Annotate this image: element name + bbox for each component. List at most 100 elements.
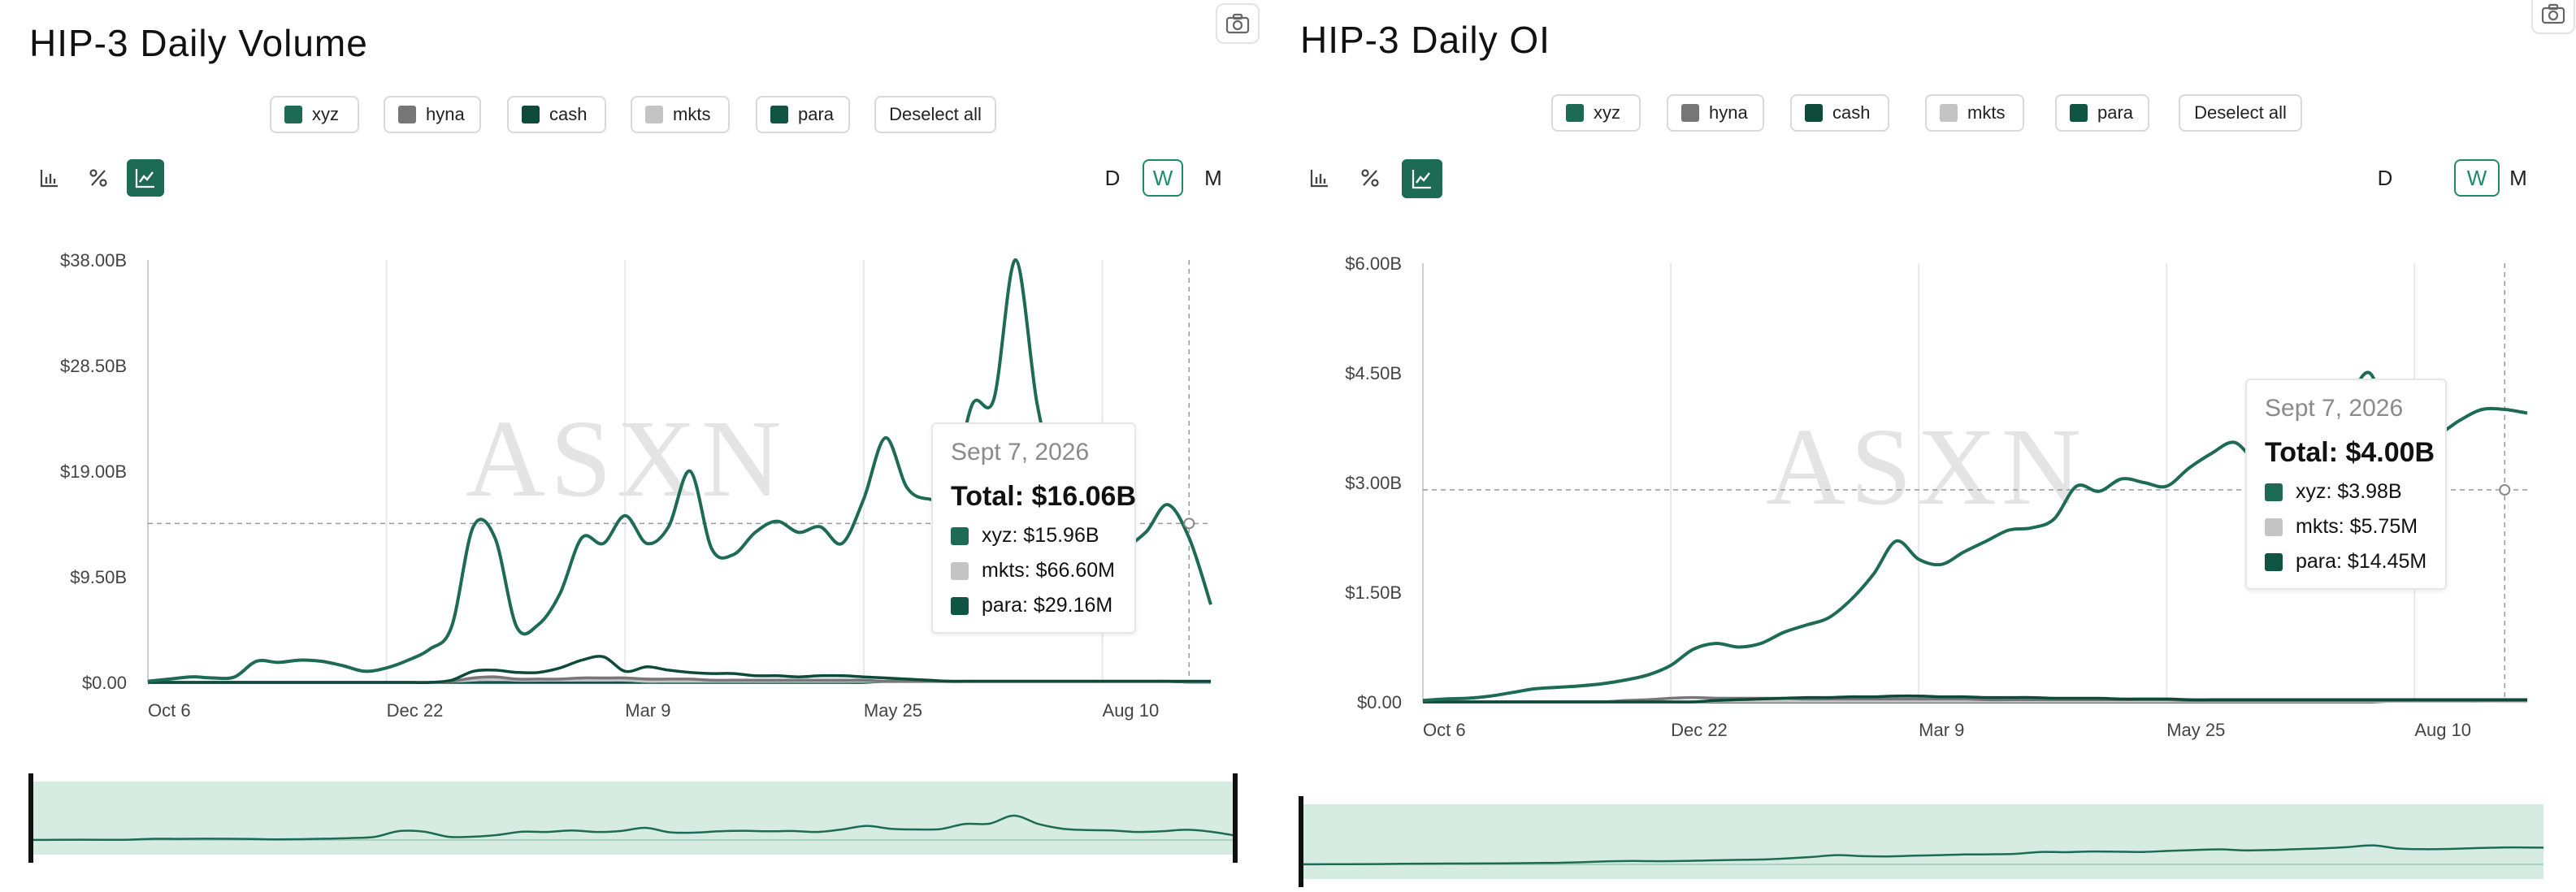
line-chart-button[interactable]	[127, 159, 164, 197]
x-tick-label: Mar 9	[1919, 720, 1964, 740]
tooltip-row-mkts: mkts: $5.75M	[2265, 515, 2427, 539]
legend-item-hyna[interactable]: hyna	[1667, 94, 1764, 132]
tooltip-date: Sept 7, 2026	[2265, 395, 2404, 422]
series-line-cash	[147, 655, 1211, 684]
tooltip-row-label: mkts: $5.75M	[2296, 515, 2418, 538]
tooltip-date: Sept 7, 2026	[951, 439, 1090, 465]
navigator-series-line	[30, 814, 1236, 842]
y-tick-label: $6.00B	[1345, 253, 1402, 274]
legend-item-cash[interactable]: cash	[507, 96, 606, 133]
x-tick-label: Oct 6	[148, 700, 191, 721]
legend-item-xyz[interactable]: xyz	[1551, 94, 1641, 132]
y-tick-label: $28.50B	[60, 356, 127, 376]
tooltip-row-label: xyz: $3.98B	[2296, 480, 2402, 503]
x-tick-label: May 25	[2166, 720, 2225, 740]
navigator-window	[31, 782, 1235, 855]
x-tick-label: Mar 9	[625, 700, 670, 721]
legend-label: mkts	[1967, 102, 2006, 123]
legend-item-para[interactable]: para	[756, 96, 850, 133]
volume-chart-panel: HIP-3 Daily Volume xyz hyna cash mkts pa…	[0, 0, 1272, 892]
tooltip-swatch	[2265, 517, 2283, 536]
line-chart-icon	[1412, 170, 1431, 189]
y-tick-label: $3.00B	[1345, 473, 1402, 493]
tooltip-row-label: para: $29.16M	[982, 594, 1113, 617]
chart-title: HIP-3 Daily OI	[1300, 19, 1550, 61]
y-tick-label: $4.50B	[1345, 363, 1402, 383]
line-chart-button[interactable]	[1402, 159, 1442, 198]
legend-swatch	[770, 106, 788, 123]
period-day-button[interactable]: D	[2377, 165, 2393, 190]
period-month-button[interactable]: M	[2509, 165, 2527, 190]
camera-icon	[2541, 3, 2565, 24]
tooltip-swatch	[2265, 483, 2283, 501]
series-line-xyz	[147, 258, 1212, 683]
camera-icon-button[interactable]	[2531, 0, 2575, 34]
y-tick-label: $0.00	[1357, 692, 1402, 712]
period-week-button[interactable]: W	[2454, 159, 2500, 197]
camera-icon	[1225, 13, 1250, 34]
tooltip-row-para: para: $29.16M	[951, 594, 1117, 617]
volume-chart-plot[interactable]: Oct 6 Dec 22 Mar 9 May 25 Aug 10 $0.00 $9.50B $…	[0, 0, 1272, 892]
tooltip-swatch	[951, 596, 969, 615]
legend-item-mkts[interactable]: mkts	[1925, 94, 2024, 132]
series-line-cash	[1422, 694, 2527, 704]
legend-label: cash	[1832, 102, 1871, 123]
tooltip-row-label: xyz: $15.96B	[982, 524, 1099, 547]
period-month-button[interactable]: M	[1204, 165, 1222, 190]
x-tick-label: Oct 6	[1423, 720, 1466, 740]
line-chart-icon	[135, 169, 154, 188]
x-tick-label: Dec 22	[387, 700, 444, 721]
x-tick-label: Aug 10	[2414, 720, 2471, 740]
x-tick-label: May 25	[864, 700, 922, 721]
tooltip-swatch	[2265, 552, 2283, 571]
percent-icon	[89, 169, 107, 187]
tooltip-row-label: mkts: $66.60M	[982, 559, 1115, 582]
legend-item-para[interactable]: para	[2055, 94, 2149, 132]
legend-swatch	[522, 106, 540, 123]
bar-chart-button[interactable]	[31, 159, 68, 197]
y-tick-label: $1.50B	[1345, 582, 1402, 603]
x-tick-label: Aug 10	[1103, 700, 1160, 721]
percent-button[interactable]	[80, 159, 117, 197]
legend-label: para	[798, 104, 835, 124]
tooltip-row-mkts: mkts: $66.60M	[951, 559, 1117, 582]
tooltip-swatch	[951, 526, 969, 545]
y-tick-label: $38.00B	[60, 250, 127, 271]
legend-swatch	[398, 106, 416, 123]
legend-label: xyz	[1594, 102, 1620, 123]
legend-swatch	[1681, 104, 1699, 122]
legend-label: mkts	[673, 104, 711, 124]
y-tick-label: $0.00	[82, 673, 127, 693]
tooltip-row-xyz: xyz: $3.98B	[2265, 480, 2427, 504]
legend-label: hyna	[426, 104, 465, 124]
legend-swatch	[1566, 104, 1584, 122]
legend-item-hyna[interactable]: hyna	[384, 96, 481, 133]
watermark: ASXN	[466, 398, 786, 520]
percent-button[interactable]	[1351, 159, 1389, 197]
navigator-window	[1301, 804, 2543, 879]
period-day-button[interactable]: D	[1104, 165, 1121, 190]
legend-label: hyna	[1709, 102, 1748, 123]
legend-label: para	[2097, 102, 2134, 123]
crosshair-marker	[1183, 517, 1195, 530]
camera-icon-button[interactable]	[1216, 3, 1260, 44]
chart-tooltip: Sept 7, 2026 Total: $16.06B xyz: $15.96B…	[931, 422, 1136, 634]
legend-swatch	[1805, 104, 1823, 122]
tooltip-row-label: para: $14.45M	[2296, 550, 2427, 573]
chart-tooltip: Sept 7, 2026 Total: $4.00B xyz: $3.98B m…	[2245, 379, 2447, 590]
chart-title: HIP-3 Daily Volume	[29, 22, 368, 64]
x-tick-label: Dec 22	[1671, 720, 1728, 740]
tooltip-total: Total: $4.00B	[2265, 437, 2435, 468]
legend-swatch	[645, 106, 663, 123]
bar-chart-button[interactable]	[1301, 159, 1338, 197]
legend-item-mkts[interactable]: mkts	[631, 96, 730, 133]
tooltip-swatch	[951, 561, 969, 580]
deselect-all-button[interactable]: Deselect all	[2179, 94, 2302, 132]
oi-chart-plot[interactable]: Oct 6 Dec 22 Mar 9 May 25 Aug 10 $0.00 $1.50B $…	[1272, 0, 2543, 892]
legend-item-xyz[interactable]: xyz	[270, 96, 359, 133]
deselect-all-button[interactable]: Deselect all	[874, 96, 996, 133]
legend-item-cash[interactable]: cash	[1790, 94, 1889, 132]
percent-icon	[1361, 169, 1379, 187]
tooltip-row-xyz: xyz: $15.96B	[951, 524, 1117, 548]
period-week-button[interactable]: W	[1143, 159, 1183, 197]
